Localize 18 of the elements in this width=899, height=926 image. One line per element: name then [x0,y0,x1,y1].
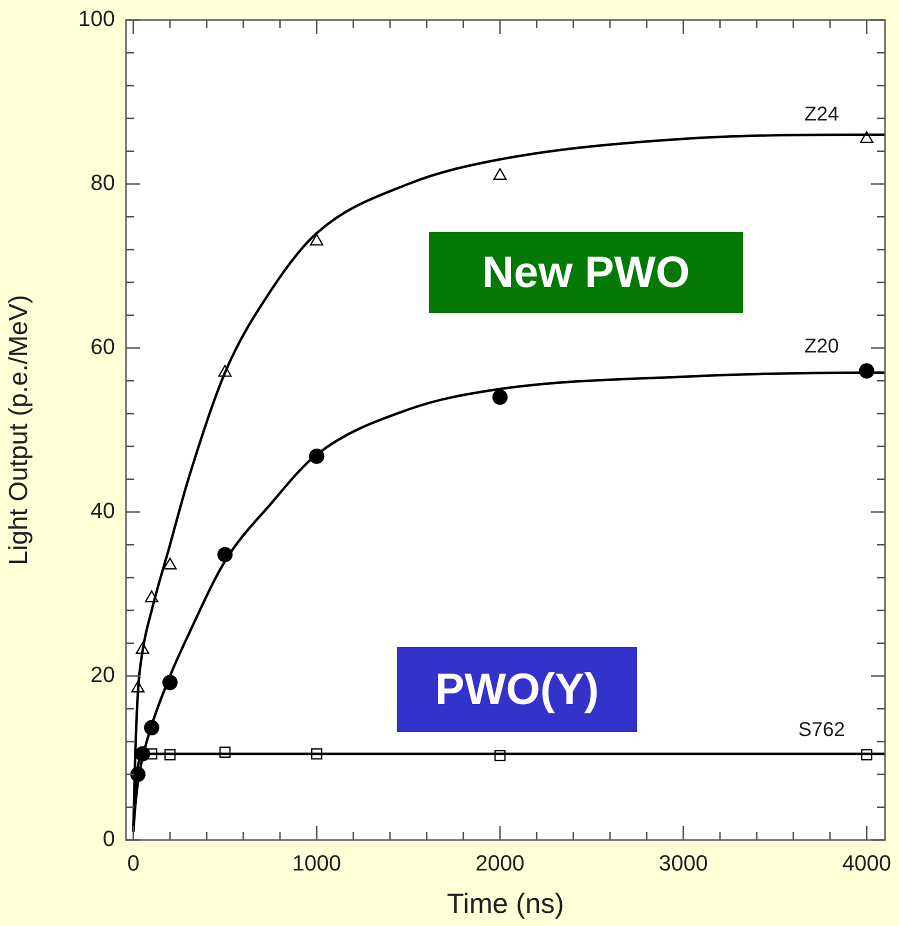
x-tick-label: 3000 [658,850,708,876]
annotation: PWO(Y) [397,647,637,732]
x-tick-label: 1000 [292,850,342,876]
y-tick-label: 100 [78,6,115,32]
y-tick-label: 20 [90,662,115,688]
y-tick-label: 0 [102,826,115,852]
series-label: S762 [798,719,846,742]
y-tick-label: 40 [90,498,115,524]
series-label: Z20 [804,335,839,358]
x-tick-label: 0 [127,850,140,876]
x-tick-label: 4000 [842,850,892,876]
x-tick-label: 2000 [476,850,524,876]
y-tick-label: 80 [90,170,115,196]
y-axis-title: Light Output (p.e./MeV) [2,294,33,566]
y-tick-label: 60 [90,334,115,360]
x-axis-title: Time (ns) [446,888,564,919]
annotation: New PWO [429,232,743,313]
series-label: Z24 [804,103,839,126]
